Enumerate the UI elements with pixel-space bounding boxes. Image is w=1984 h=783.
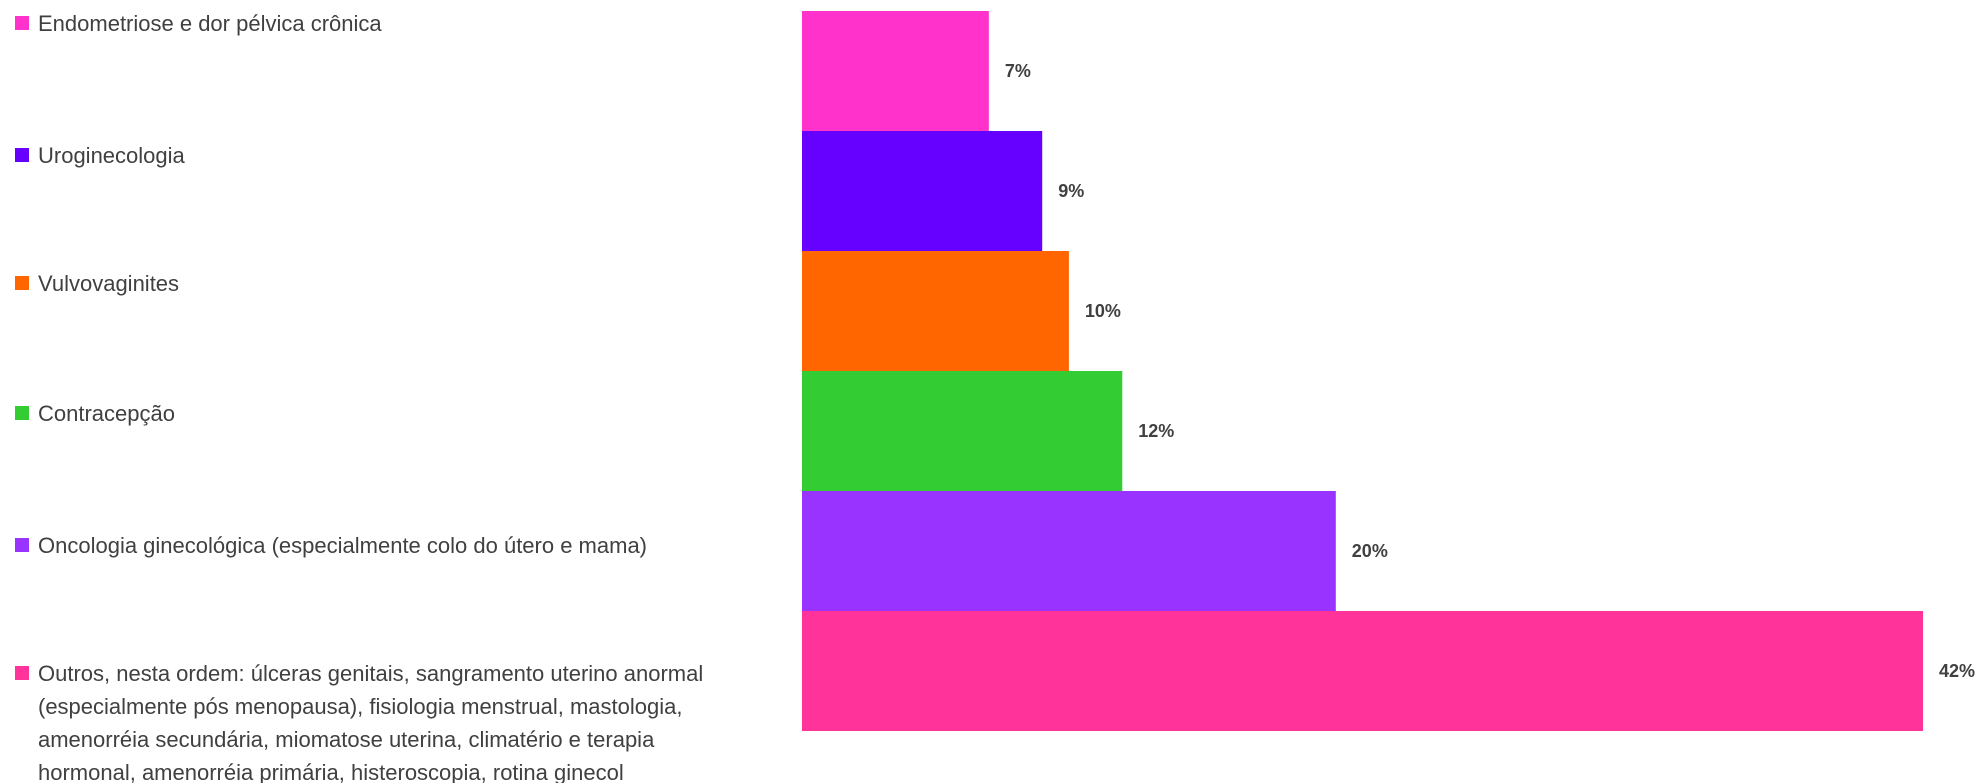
legend-label-5: Oncologia ginecológica (especialmente co… bbox=[38, 533, 647, 558]
legend-swatch-5 bbox=[15, 538, 29, 552]
data-label-2: 9% bbox=[1058, 181, 1084, 201]
legend: Endometriose e dor pélvica crônica Urogin… bbox=[15, 11, 703, 783]
legend-label-2: Uroginecologia bbox=[38, 143, 186, 168]
legend-label-3: Vulvovaginites bbox=[38, 271, 179, 296]
data-label-1: 7% bbox=[1005, 61, 1031, 81]
legend-label-6-line-2: (especialmente pós menopausa), fisiologi… bbox=[38, 694, 682, 719]
legend-swatch-2 bbox=[15, 148, 29, 162]
bar-6 bbox=[802, 611, 1923, 731]
bar-2 bbox=[802, 131, 1043, 251]
bar-1 bbox=[802, 11, 989, 131]
bar-3 bbox=[802, 251, 1069, 371]
legend-swatch-1 bbox=[15, 16, 29, 30]
data-label-6: 42% bbox=[1939, 661, 1975, 681]
data-label-4: 12% bbox=[1138, 421, 1174, 441]
legend-label-6-line-1: Outros, nesta ordem: úlceras genitais, s… bbox=[38, 661, 703, 686]
legend-label-6-line-4: hormonal, amenorréia primária, histerosc… bbox=[38, 760, 624, 783]
bars bbox=[802, 11, 1923, 731]
legend-swatch-3 bbox=[15, 276, 29, 290]
bar-5 bbox=[802, 491, 1336, 611]
legend-label-4: Contracepção bbox=[38, 401, 175, 426]
legend-label-1: Endometriose e dor pélvica crônica bbox=[38, 11, 382, 36]
data-label-3: 10% bbox=[1085, 301, 1121, 321]
legend-swatch-6 bbox=[15, 666, 29, 680]
data-labels: 7% 9% 10% 12% 20% 42% bbox=[1005, 61, 1975, 681]
legend-swatch-4 bbox=[15, 406, 29, 420]
bar-4 bbox=[802, 371, 1123, 491]
legend-label-6-line-3: amenorréia secundária, miomatose uterina… bbox=[38, 727, 655, 752]
data-label-5: 20% bbox=[1352, 541, 1388, 561]
